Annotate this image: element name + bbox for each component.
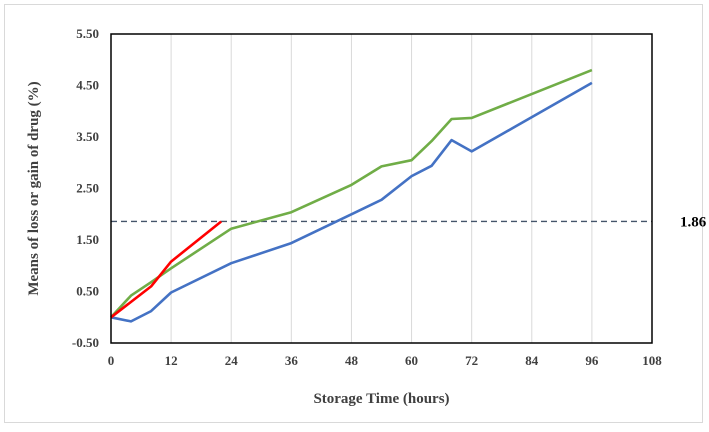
plot-area-border — [110, 33, 653, 344]
y-axis-tick-labels: -0.50 0.50 1.50 2.50 3.50 4.50 5.50 — [72, 26, 99, 350]
x-tick-label: 72 — [465, 353, 478, 368]
series-line-2 — [110, 68, 593, 319]
x-tick-label: 12 — [165, 353, 178, 368]
x-tick-label: 48 — [345, 353, 359, 368]
y-axis-title: Means of loss or gain of drug (%) — [26, 81, 42, 295]
series-lines — [110, 68, 593, 323]
x-axis-tick-labels: 0 12 24 36 48 60 72 84 96 108 — [108, 353, 663, 368]
vertical-gridlines — [170, 34, 593, 343]
y-tick-label: 1.50 — [76, 232, 99, 247]
x-tick-label: 0 — [108, 353, 115, 368]
x-tick-label: 24 — [225, 353, 239, 368]
x-tick-label: 108 — [642, 353, 662, 368]
series-line-1 — [110, 81, 593, 323]
x-axis-title: Storage Time (hours) — [313, 391, 449, 407]
reference-line-label: 1.86 — [680, 214, 707, 230]
x-tick-label: 60 — [405, 353, 418, 368]
x-tick-label: 84 — [525, 353, 539, 368]
y-tick-label: 3.50 — [76, 129, 99, 144]
y-tick-label: -0.50 — [72, 335, 99, 350]
y-tick-label: 4.50 — [76, 78, 99, 93]
y-tick-label: 5.50 — [76, 26, 99, 41]
x-tick-label: 96 — [585, 353, 599, 368]
y-tick-label: 2.50 — [76, 181, 99, 196]
y-tick-label: 0.50 — [76, 284, 99, 299]
series-line-3 — [110, 220, 223, 319]
x-tick-label: 36 — [285, 353, 299, 368]
